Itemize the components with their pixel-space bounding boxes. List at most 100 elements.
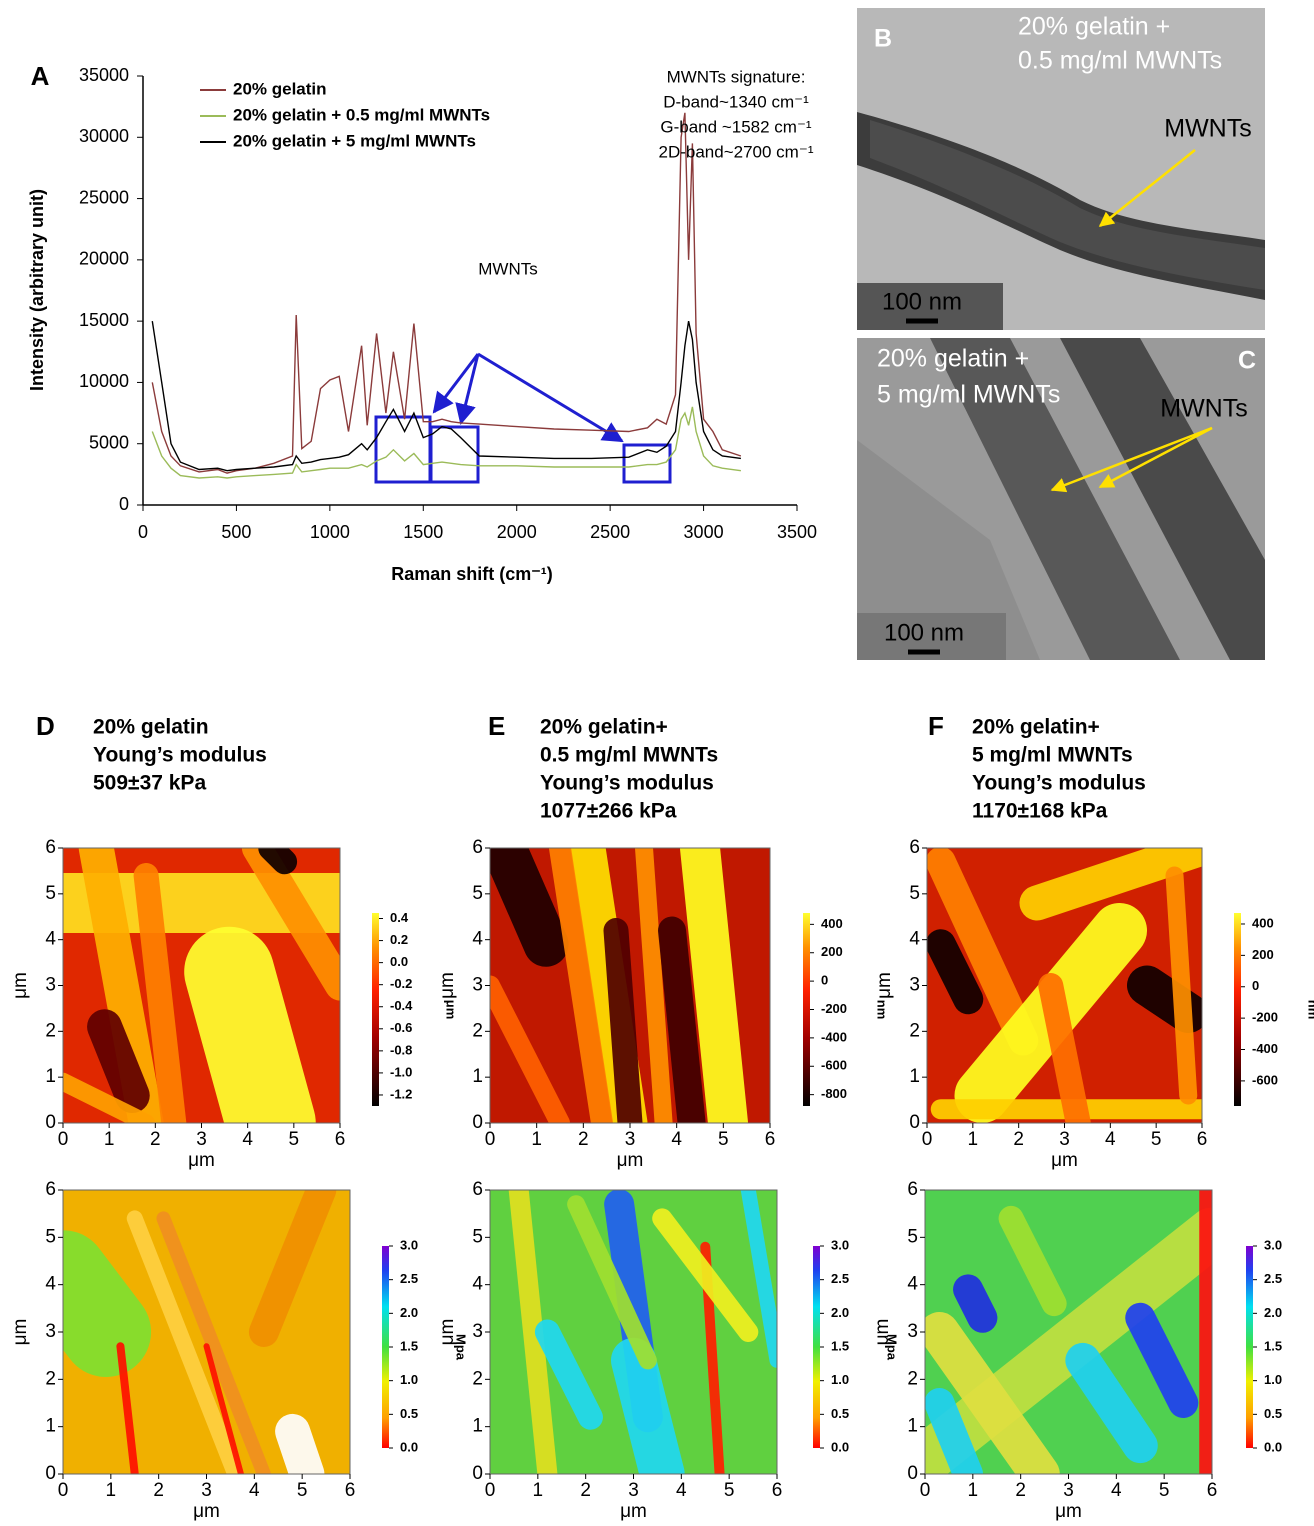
x-tick-label: 6 bbox=[772, 1480, 783, 1501]
y-tick-label: 3 bbox=[907, 1321, 918, 1342]
x-tick-label: 6 bbox=[1197, 1129, 1208, 1150]
colorbar-tick-label: -1.0 bbox=[390, 1064, 412, 1079]
y-tick-label: 0 bbox=[45, 1463, 56, 1484]
x-tick-label: 4 bbox=[676, 1480, 687, 1501]
x-tick-label: 6 bbox=[1207, 1480, 1218, 1501]
panel-title: 1077±266 kPa bbox=[540, 800, 677, 823]
colorbar-tick-label: 1.5 bbox=[831, 1338, 849, 1353]
colorbar bbox=[1234, 913, 1241, 1106]
x-tick-label: 3000 bbox=[684, 522, 724, 542]
colorbar bbox=[382, 1246, 389, 1448]
colorbar-tick-label: 400 bbox=[821, 916, 843, 931]
y-tick-label: 0 bbox=[119, 494, 129, 514]
colorbar-tick-label: 0.4 bbox=[390, 910, 409, 925]
panel-title: 0.5 mg/ml MWNTs bbox=[540, 744, 718, 767]
image-label: C bbox=[1238, 347, 1256, 375]
highlight-box bbox=[376, 417, 430, 482]
map-image bbox=[927, 848, 1202, 1123]
colorbar bbox=[372, 913, 379, 1106]
x-tick-label: 0 bbox=[922, 1129, 933, 1150]
y-tick-label: 2 bbox=[45, 1020, 56, 1041]
y-tick-label: 4 bbox=[45, 1274, 56, 1295]
x-tick-label: 4 bbox=[242, 1129, 253, 1150]
y-tick-label: 3 bbox=[909, 975, 920, 996]
map-feature bbox=[616, 931, 630, 1124]
colorbar-tick-label: -0.8 bbox=[390, 1042, 412, 1057]
y-tick-label: 3 bbox=[45, 1321, 56, 1342]
panel-label: E bbox=[488, 711, 505, 741]
x-tick-label: 2 bbox=[150, 1129, 161, 1150]
legend-label: 20% gelatin + 0.5 mg/ml MWNTs bbox=[233, 105, 490, 124]
colorbar-tick-label: -600 bbox=[821, 1058, 847, 1073]
x-tick-label: 2 bbox=[1013, 1129, 1024, 1150]
colorbar-tick-label: -1.2 bbox=[390, 1086, 412, 1101]
highlight-box bbox=[431, 427, 478, 482]
y-tick-label: 5 bbox=[45, 1226, 56, 1247]
colorbar-tick-label: 1.5 bbox=[400, 1338, 418, 1353]
scale-bar-label: 100 nm bbox=[882, 288, 962, 315]
colorbar-tick-label: 200 bbox=[821, 944, 843, 959]
y-tick-label: 2 bbox=[907, 1368, 918, 1389]
colorbar-title: μm bbox=[444, 1000, 459, 1020]
map-image bbox=[63, 848, 340, 1123]
raman-annotations bbox=[376, 354, 670, 482]
y-tick-label: 1 bbox=[45, 1066, 56, 1087]
x-axis-title: μm bbox=[193, 1501, 220, 1522]
x-tick-label: 0 bbox=[58, 1480, 69, 1501]
x-tick-label: 3500 bbox=[777, 522, 817, 542]
panel-title: Young’s modulus bbox=[93, 744, 267, 767]
y-tick-label: 0 bbox=[45, 1112, 56, 1133]
colorbar-tick-label: 3.0 bbox=[400, 1237, 418, 1252]
x-tick-label: 3 bbox=[625, 1129, 636, 1150]
x-tick-label: 2500 bbox=[590, 522, 630, 542]
y-tick-label: 5 bbox=[909, 883, 920, 904]
y-tick-label: 5000 bbox=[89, 432, 129, 452]
colorbar-tick-label: -200 bbox=[1252, 1010, 1278, 1025]
x-tick-label: 4 bbox=[249, 1480, 260, 1501]
colorbar-tick-label: -200 bbox=[821, 1001, 847, 1016]
colorbar-tick-label: 1.5 bbox=[1264, 1338, 1282, 1353]
colorbar-tick-label: 2.5 bbox=[831, 1271, 849, 1286]
y-tick-label: 6 bbox=[472, 837, 483, 858]
x-tick-label: 0 bbox=[920, 1480, 931, 1501]
y-tick-label: 5 bbox=[45, 883, 56, 904]
map-feature bbox=[634, 1360, 663, 1474]
panel-label: A bbox=[31, 61, 50, 91]
panel-title: 5 mg/ml MWNTs bbox=[972, 744, 1133, 767]
y-tick-label: 3 bbox=[45, 975, 56, 996]
x-tick-label: 1 bbox=[531, 1129, 542, 1150]
colorbar-tick-label: 2.5 bbox=[1264, 1271, 1282, 1286]
colorbar bbox=[813, 1246, 820, 1448]
y-tick-label: 6 bbox=[472, 1179, 483, 1200]
map-feature bbox=[968, 1289, 982, 1317]
colorbar-tick-label: 0 bbox=[1252, 978, 1259, 993]
colorbar bbox=[803, 913, 810, 1106]
x-tick-label: 5 bbox=[297, 1480, 308, 1501]
y-tick-label: 15000 bbox=[79, 310, 129, 330]
panel-title: Young’s modulus bbox=[540, 772, 714, 795]
y-tick-label: 2 bbox=[472, 1020, 483, 1041]
y-tick-label: 20000 bbox=[79, 249, 129, 269]
x-tick-label: 4 bbox=[1105, 1129, 1116, 1150]
colorbar-tick-label: 2.0 bbox=[831, 1305, 849, 1320]
x-axis-title: μm bbox=[617, 1150, 644, 1171]
colorbar-tick-label: 0.0 bbox=[831, 1439, 849, 1454]
map-feature bbox=[229, 972, 271, 1123]
panel-label: D bbox=[36, 711, 55, 741]
colorbar-tick-label: 2.0 bbox=[1264, 1305, 1282, 1320]
scale-bar-label: 100 nm bbox=[884, 619, 964, 646]
colorbar-tick-label: 0.5 bbox=[400, 1406, 418, 1421]
x-tick-label: 2 bbox=[578, 1129, 589, 1150]
x-tick-label: 4 bbox=[1111, 1480, 1122, 1501]
map-image bbox=[490, 1190, 777, 1474]
y-tick-label: 30000 bbox=[79, 126, 129, 146]
y-axis-title: μm bbox=[874, 972, 895, 999]
colorbar-tick-label: 200 bbox=[1252, 947, 1274, 962]
x-tick-label: 2 bbox=[1015, 1480, 1026, 1501]
y-tick-label: 0 bbox=[907, 1463, 918, 1484]
y-tick-label: 25000 bbox=[79, 187, 129, 207]
colorbar-tick-label: 2.0 bbox=[400, 1305, 418, 1320]
annotation: MWNTs signature: bbox=[667, 67, 806, 86]
x-tick-label: 2 bbox=[580, 1480, 591, 1501]
x-tick-label: 0 bbox=[485, 1129, 496, 1150]
